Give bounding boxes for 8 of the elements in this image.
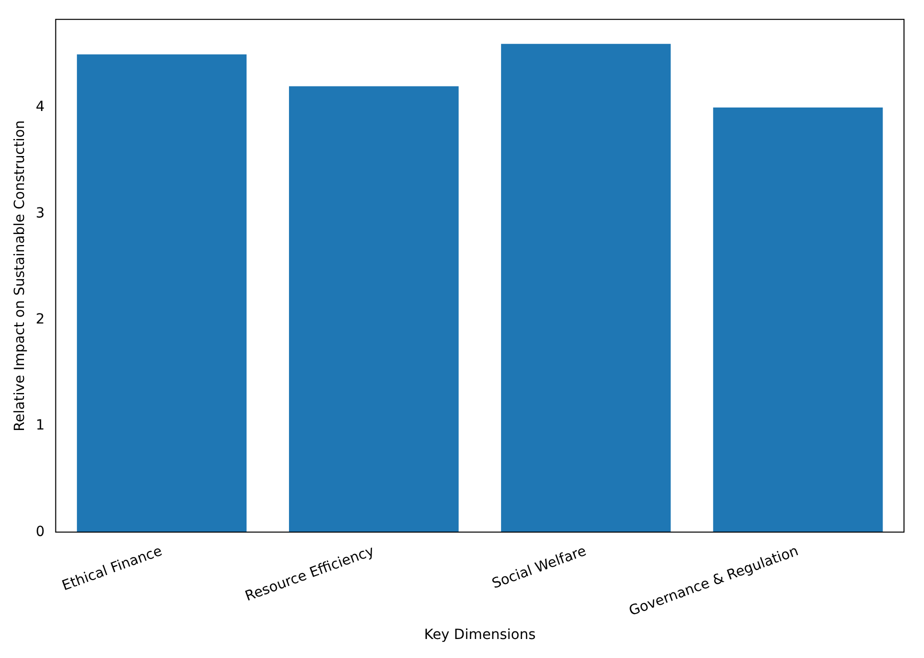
y-tick-label: 4 <box>36 99 45 116</box>
y-tick-label: 2 <box>36 311 45 328</box>
x-tick-label: Social Welfare <box>490 543 589 592</box>
y-tick-label: 0 <box>36 524 45 540</box>
y-tick-label: 1 <box>36 418 45 434</box>
y-axis-title: Relative Impact on Sustainable Construction <box>12 120 28 432</box>
x-axis-title: Key Dimensions <box>424 627 536 644</box>
y-tick-label: 3 <box>36 205 45 222</box>
